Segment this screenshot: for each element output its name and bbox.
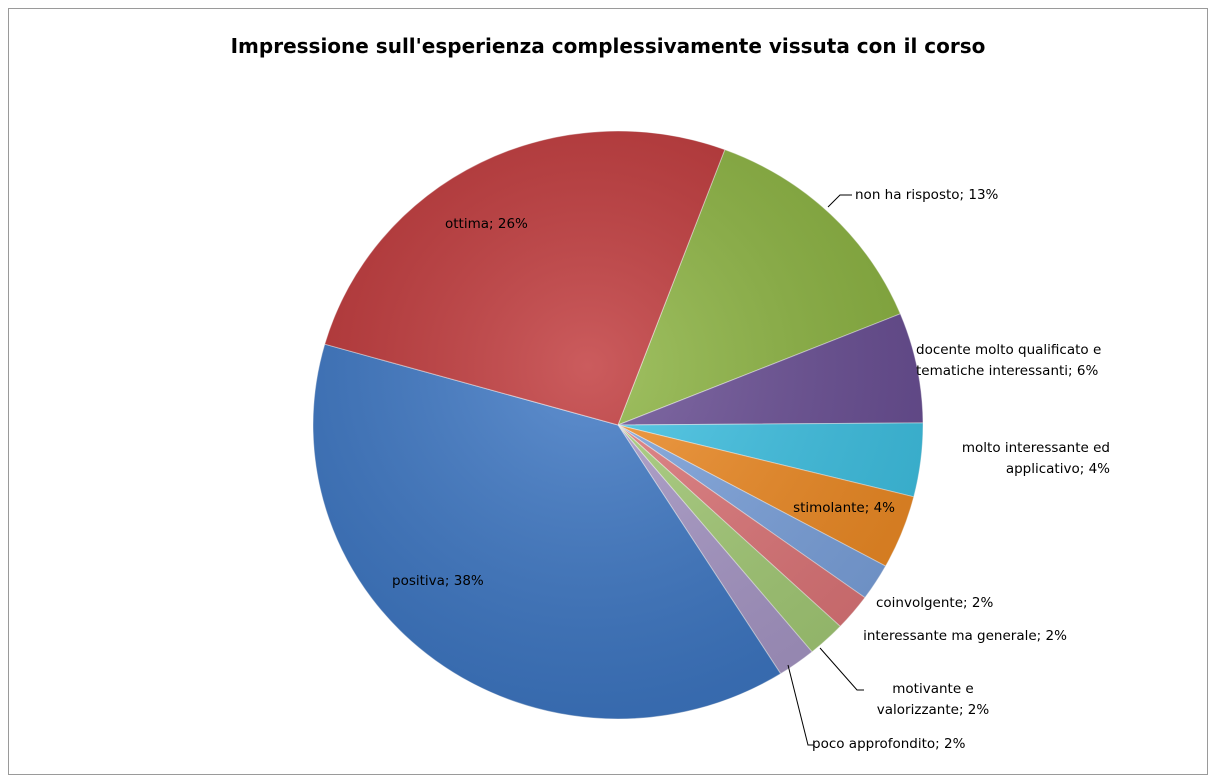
data-label: motivante e valorizzante; 2% [876,681,990,718]
data-label: docente molto qualificato e tematiche in… [916,342,1102,379]
data-label: interessante ma generale; 2% [863,628,1067,644]
data-label: non ha risposto; 13% [855,187,999,203]
data-label: molto interessante ed applicativo; 4% [961,440,1110,477]
data-label: stimolante; 4% [793,500,895,516]
chart-frame [8,8,1208,775]
leader-line [787,664,814,746]
leader-line [827,194,852,208]
chart-title: Impressione sull'esperienza complessivam… [230,34,986,58]
leader-line [819,647,864,691]
data-label: poco approfondito; 2% [812,736,966,752]
data-label: ottima; 26% [445,216,528,232]
data-label: positiva; 38% [392,573,484,589]
leader-lines [787,194,864,746]
data-label: coinvolgente; 2% [876,595,994,611]
